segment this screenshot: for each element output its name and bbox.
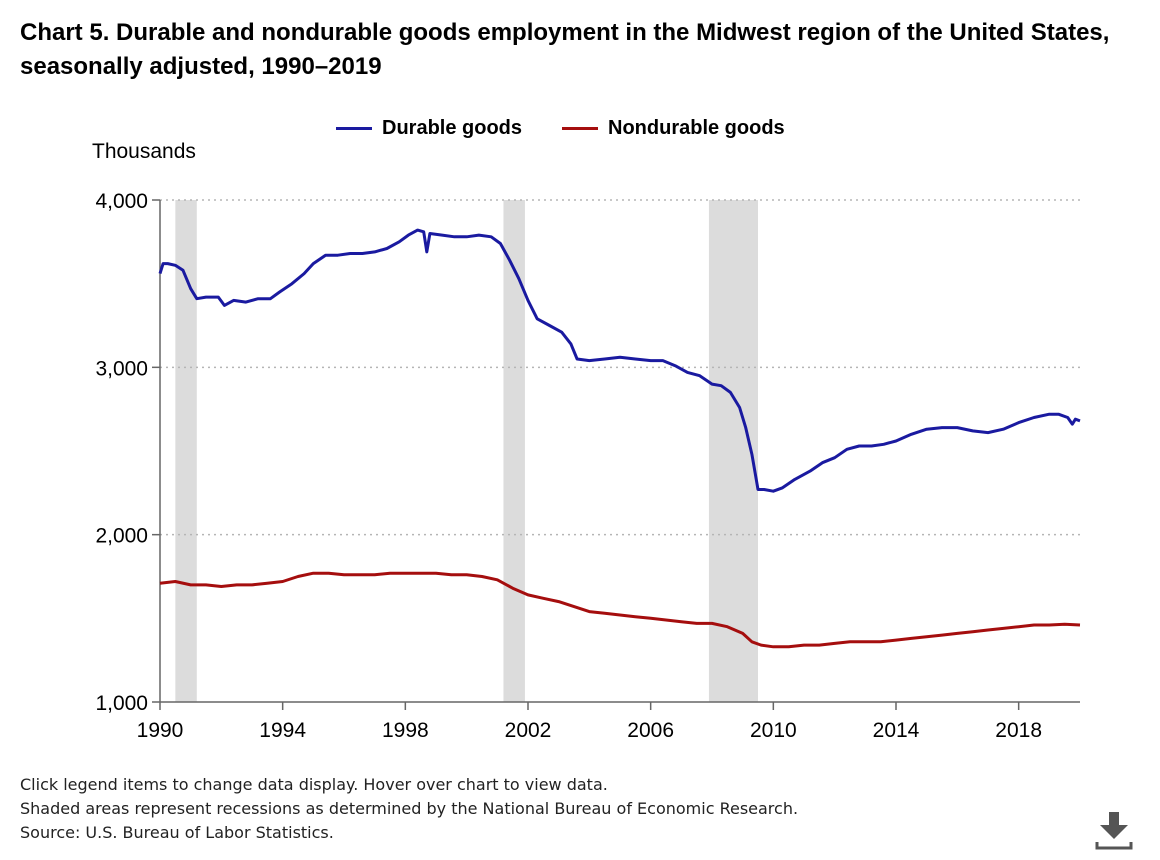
recession-band-1 [503, 200, 525, 702]
legend-swatch-durable [336, 126, 372, 130]
note-recessions: Shaded areas represent recessions as det… [20, 799, 799, 818]
y-axis-unit-label: Thousands [92, 140, 196, 163]
legend-swatch-nondurable [562, 126, 599, 130]
y-tick-label-3: 4,000 [95, 190, 148, 213]
legend-item-durable[interactable]: Durable goods [336, 117, 522, 140]
legend-label-durable: Durable goods [382, 116, 523, 139]
x-tick-label-4: 2006 [627, 719, 674, 742]
x-tick-label-6: 2014 [873, 719, 920, 742]
y-tick-label-0: 1,000 [95, 692, 148, 715]
x-tick-label-5: 2010 [750, 719, 797, 742]
note-source: Source: U.S. Bureau of Labor Statistics. [20, 823, 334, 842]
chart-notes: Click legend items to change data displa… [20, 773, 798, 845]
y-tick-label-1: 2,000 [95, 525, 148, 548]
line-chart[interactable]: 1,000 2,000 3,000 4,000 1990 1994 1998 2002 2006… [0, 0, 1160, 760]
y-tick-label-2: 3,000 [95, 357, 148, 380]
x-tick-label-2: 1998 [382, 719, 429, 742]
download-icon[interactable] [1094, 808, 1134, 852]
series-line-durable [158, 228, 1081, 493]
x-tick-label-7: 2018 [995, 719, 1042, 742]
recession-band-0 [175, 200, 197, 702]
chart-title: Chart 5. Durable and nondurable goods em… [20, 19, 1110, 80]
series-line-nondurable [159, 571, 1081, 649]
legend-label-nondurable: Nondurable goods [608, 116, 785, 139]
x-tick-label-0: 1990 [137, 719, 184, 742]
chart-legend: Durable goods Nondurable goods [336, 113, 825, 143]
x-tick-label-3: 2002 [505, 719, 552, 742]
x-tick-label-1: 1994 [259, 719, 306, 742]
legend-item-nondurable[interactable]: Nondurable goods [562, 117, 785, 140]
note-interaction: Click legend items to change data displa… [20, 775, 608, 794]
